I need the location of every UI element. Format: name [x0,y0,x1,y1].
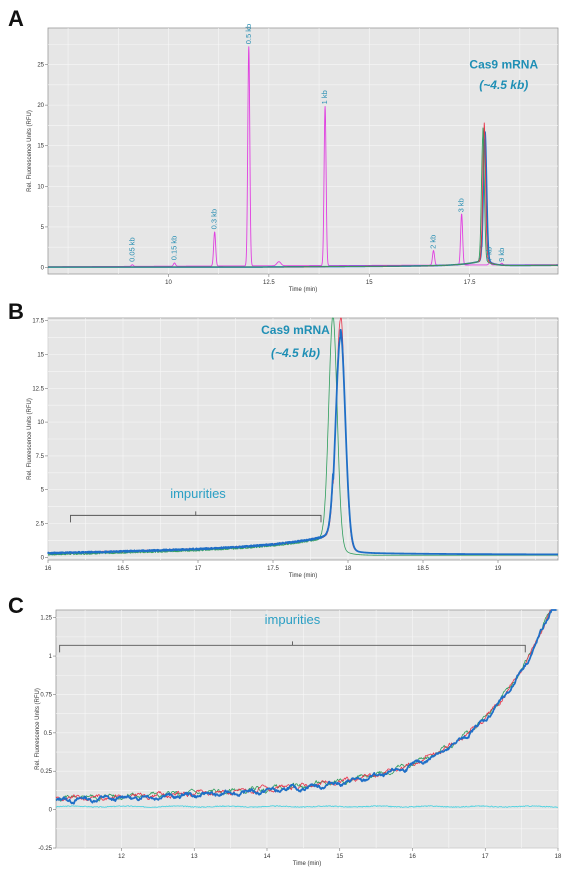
x-tick-label: 18 [555,854,562,860]
x-tick-label: 14 [264,854,271,860]
y-tick-label: 2.5 [36,521,45,527]
series-sample-red [55,609,557,802]
x-axis-title: Time (min) [289,287,317,293]
x-tick-label: 13 [191,854,198,860]
panel-c-chart: 12 13 14 15 16 17 18 -0.25 0 0.25 0.5 0.75 1 1.25 Time… [35,609,562,867]
panel-b-chart: 16 16.5 17 17.5 18 18.5 19 0 2.5 5 7.5 10 12.5 15 17.5… [27,317,559,579]
x-tick-label: 19 [495,566,502,572]
y-axis-title: Rel. Fluorescence Units (RFU) [27,398,33,480]
panel-letter-a: A [8,6,24,31]
x-tick-label: 18 [345,566,352,572]
y-tick-label: 0.25 [40,769,52,775]
x-tick-label: 12 [118,854,125,860]
peak-label: 1 kb [320,90,329,104]
y-tick-label: 25 [37,63,44,69]
x-tick-label: 17 [482,854,489,860]
series-sample-green [47,127,559,268]
x-tick-label: 18.5 [417,566,429,572]
peak-label: 2 kb [429,235,438,249]
x-tick-label: 16 [409,854,416,860]
peak-label: 9 kb [497,248,506,262]
series-sample-blue [47,328,559,556]
peak-label: 7 kb [485,247,494,261]
y-tick-label: 0.75 [40,692,52,698]
series-sample-blue [55,609,557,805]
y-axis-title: Rel. Fluorescence Units (RFU) [27,110,33,192]
y-tick-label: 10 [37,420,44,426]
x-tick-label: 16.5 [117,566,129,572]
x-tick-label: 12.5 [263,280,275,286]
x-axis-title: Time (min) [293,861,321,867]
y-tick-label: -0.25 [38,846,52,852]
peak-label: 0.5 kb [244,24,253,44]
y-tick-label: 0.5 [44,731,53,737]
grid-a [48,28,558,274]
peak-label: 0.3 kb [210,209,219,229]
annotation-cas9: Cas9 mRNA [261,323,330,337]
plot-area-a [47,27,559,275]
x-tick-label: 17 [195,566,202,572]
annotation-size: (~4.5 kb) [479,78,528,92]
y-tick-label: 0 [41,266,45,272]
y-tick-label: 5 [41,488,45,494]
annotation-impurities: impurities [265,612,321,627]
x-tick-label: 17.5 [267,566,279,572]
y-tick-label: 0 [41,555,45,561]
x-tick-label: 17.5 [464,280,476,286]
x-tick-label: 10 [165,280,172,286]
x-axis-title: Time (min) [289,573,317,579]
series-baseline [55,805,559,808]
panel-letter-c: C [8,593,24,618]
y-tick-label: 7.5 [36,454,45,460]
x-tick-label: 15 [336,854,343,860]
y-tick-label: 15 [37,144,44,150]
panel-letter-b: B [8,299,24,324]
impurities-bracket [59,641,526,653]
x-tick-label: 15 [366,280,373,286]
annotation-cas9: Cas9 mRNA [469,58,538,72]
y-tick-label: 12.5 [32,386,44,392]
y-tick-label: 17.5 [32,319,44,325]
y-axis-title: Rel. Fluorescence Units (RFU) [35,688,41,770]
grid-c [56,610,559,849]
y-tick-label: 15 [37,353,44,359]
y-tick-label: 0 [49,808,53,814]
y-tick-label: 1 [49,654,53,660]
panel-a-chart: 10 12.5 15 17.5 0 5 10 15 20 25 Time (min) Rel. Flu… [27,24,559,293]
x-tick-label: 16 [45,566,52,572]
annotation-impurities: impurities [170,486,226,501]
annotation-size: (~4.5 kb) [271,346,320,360]
series-ladder [47,46,559,268]
y-tick-label: 20 [37,103,44,109]
peak-label: 0.05 kb [127,237,136,262]
impurities-bracket [70,511,322,523]
peak-label: 0.15 kb [169,236,178,261]
y-tick-label: 5 [41,225,45,231]
y-tick-label: 10 [37,184,44,190]
y-tick-label: 1.25 [40,616,52,622]
peak-label: 3 kb [457,198,466,212]
